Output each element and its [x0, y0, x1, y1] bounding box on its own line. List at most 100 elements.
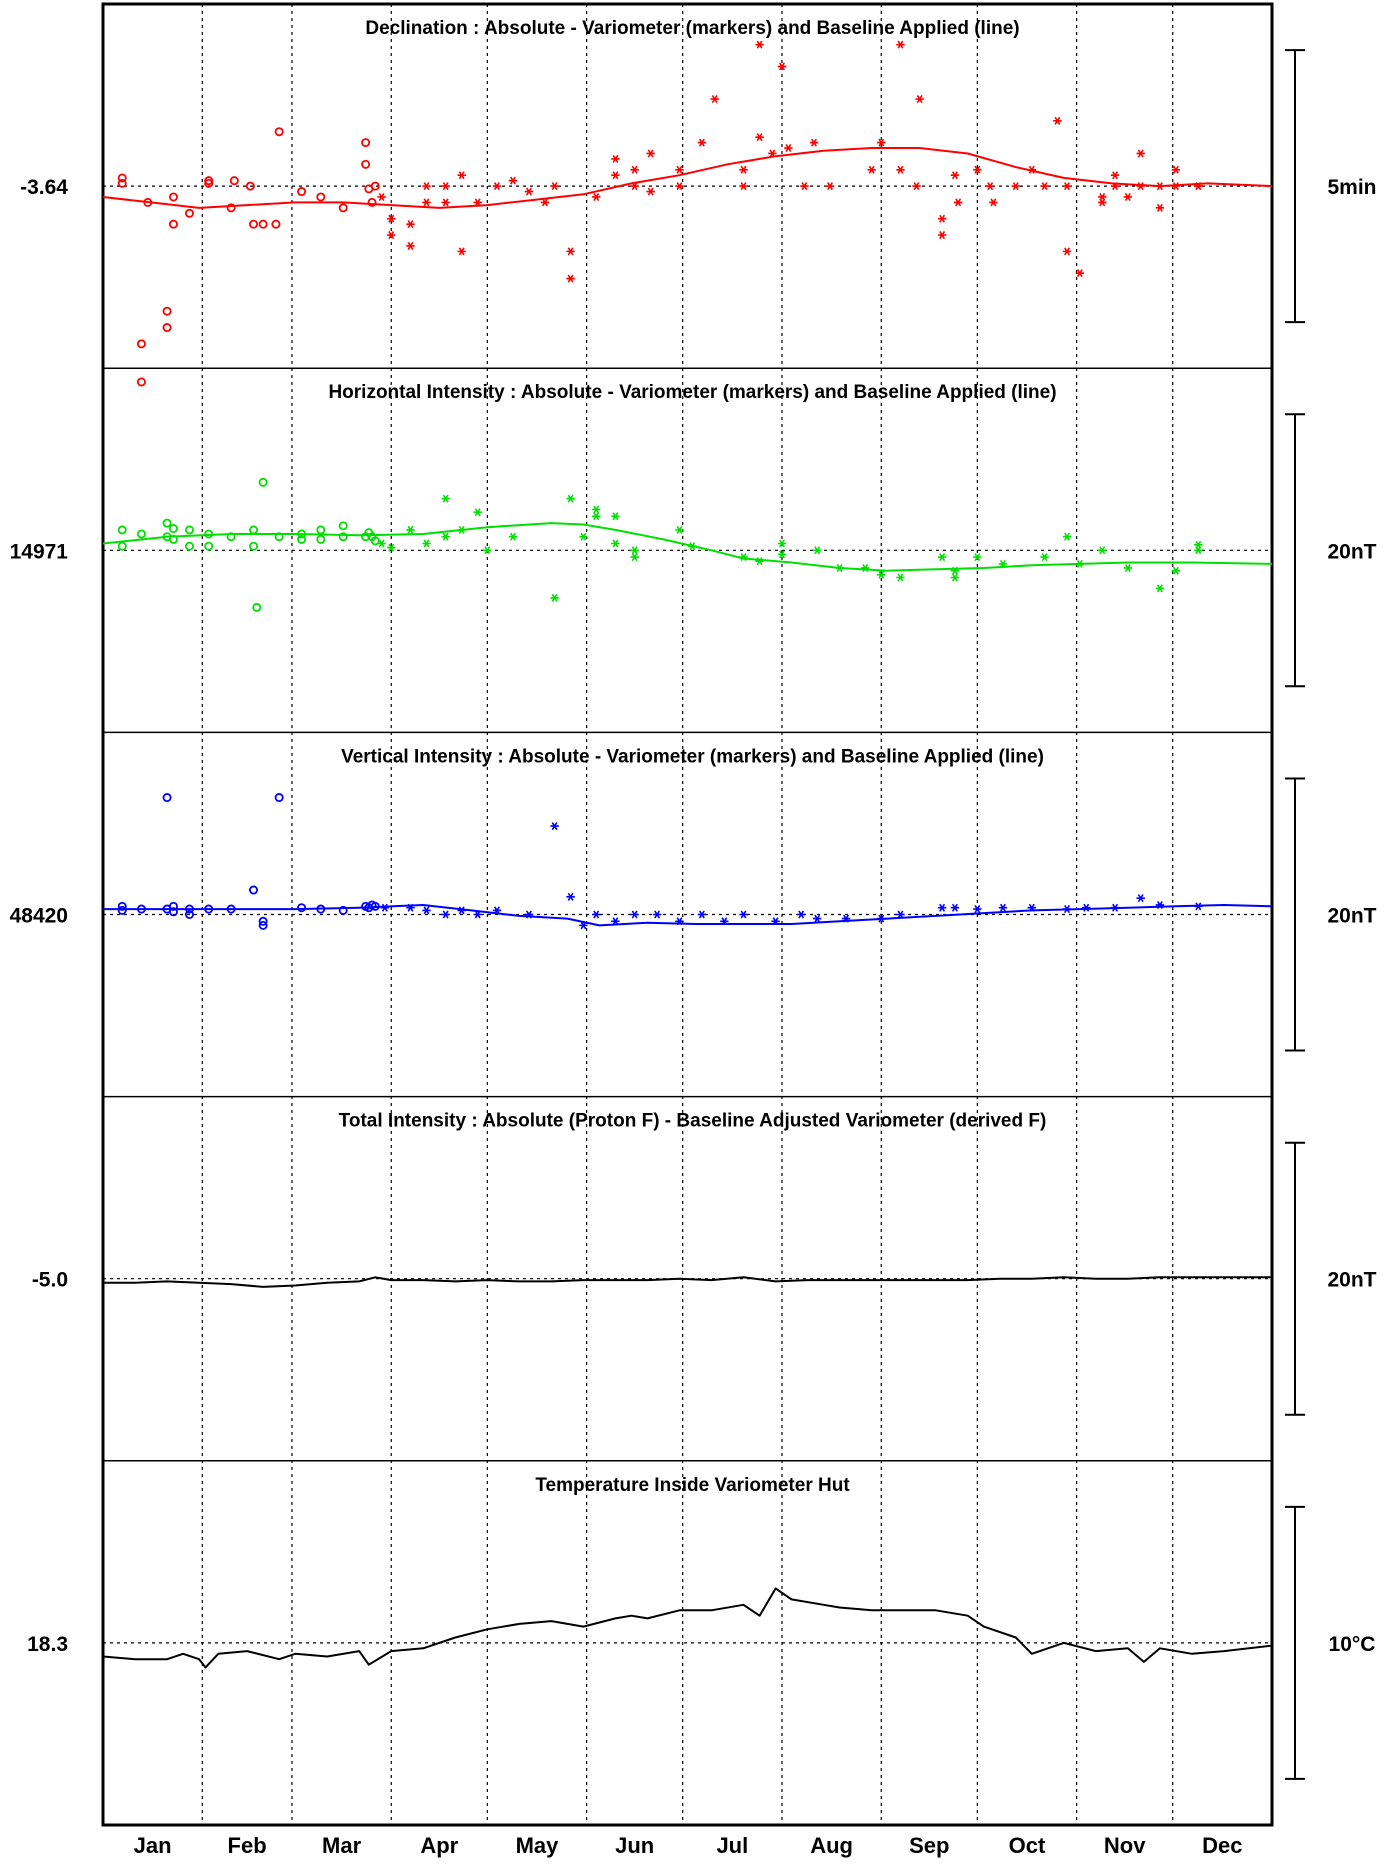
- data-point-star: [441, 494, 450, 503]
- data-point-circle: [367, 197, 377, 207]
- data-point-circle: [274, 532, 284, 542]
- scale-label: 20nT: [1327, 1269, 1376, 1292]
- data-point-circle: [249, 541, 259, 551]
- baseline-label: 48420: [10, 905, 68, 928]
- panel-title: Horizontal Intensity : Absolute - Variom…: [328, 382, 1056, 403]
- data-point-star: [675, 165, 684, 174]
- panel-title: Total Intensity : Absolute (Proton F) - …: [339, 1111, 1047, 1132]
- data-point-star: [755, 557, 764, 566]
- data-point-star: [1194, 182, 1203, 191]
- data-point-circle: [316, 534, 326, 544]
- data-point-star: [867, 165, 876, 174]
- data-point-circle: [249, 525, 259, 535]
- data-point-star: [387, 231, 396, 240]
- data-point-circle: [316, 904, 326, 914]
- data-point-star: [1194, 540, 1203, 549]
- data-point-star: [1040, 553, 1049, 562]
- data-point-circle: [204, 541, 214, 551]
- data-point-star: [1062, 182, 1072, 191]
- data-point-star: [739, 182, 748, 191]
- data-point-circle: [162, 518, 172, 528]
- data-point-star: [1110, 171, 1120, 180]
- data-point-star: [508, 532, 518, 541]
- data-point-star: [422, 198, 431, 207]
- data-point-star: [652, 910, 662, 919]
- data-point-star: [1027, 903, 1036, 912]
- data-point-star: [630, 910, 639, 919]
- data-point-circle: [117, 905, 127, 915]
- data-point-star: [739, 165, 748, 174]
- data-point-star: [675, 182, 684, 191]
- data-point-circle: [338, 521, 348, 531]
- data-point-circle: [297, 534, 307, 544]
- data-point-star: [1155, 584, 1165, 593]
- data-point-star: [630, 553, 639, 562]
- month-tick-label: May: [516, 1833, 560, 1858]
- data-point-circle: [168, 524, 178, 534]
- data-point-star: [457, 525, 466, 534]
- data-point-star: [387, 214, 396, 223]
- data-point-star: [989, 198, 998, 207]
- data-point-star: [755, 133, 764, 142]
- data-point-star: [800, 182, 809, 191]
- data-point-circle: [162, 323, 172, 333]
- data-point-star: [985, 182, 995, 191]
- data-point-star: [630, 546, 639, 555]
- data-point-star: [841, 914, 851, 923]
- data-point-circle: [143, 197, 153, 207]
- data-point-star: [579, 921, 588, 930]
- data-point-star: [1062, 247, 1072, 256]
- data-point-star: [937, 553, 947, 562]
- scale-label: 20nT: [1327, 540, 1376, 563]
- data-point-star: [720, 917, 729, 926]
- data-point-circle: [168, 534, 178, 544]
- data-point-circle: [226, 203, 236, 213]
- series-line: [103, 1276, 1272, 1288]
- data-point-circle: [274, 127, 284, 137]
- data-point-star: [592, 192, 601, 201]
- data-point-star: [896, 40, 905, 49]
- panel-title: Declination : Absolute - Variometer (mar…: [365, 18, 1019, 39]
- series-line: [102, 147, 1273, 209]
- data-point-star: [710, 95, 719, 104]
- data-point-star: [697, 910, 707, 919]
- data-point-star: [1194, 546, 1203, 555]
- data-point-circle: [162, 793, 172, 803]
- data-point-star: [777, 62, 787, 71]
- data-point-circle: [271, 219, 281, 229]
- data-point-star: [422, 539, 431, 548]
- data-point-circle: [297, 529, 307, 539]
- scale-label: 20nT: [1327, 905, 1376, 928]
- month-tick-label: Dec: [1202, 1833, 1242, 1858]
- panel-title: Vertical Intensity : Absolute - Variomet…: [341, 746, 1044, 767]
- panel-title: Temperature Inside Variometer Hut: [535, 1475, 850, 1496]
- data-point-circle: [136, 339, 146, 349]
- data-point-star: [566, 494, 575, 503]
- data-point-circle: [258, 916, 268, 926]
- data-point-star: [915, 95, 924, 104]
- data-point-star: [1098, 546, 1107, 555]
- data-point-star: [973, 905, 982, 914]
- data-point-star: [950, 171, 960, 180]
- data-point-circle: [168, 219, 178, 229]
- data-point-circle: [258, 219, 268, 229]
- data-point-star: [937, 231, 947, 240]
- data-point-star: [877, 914, 886, 923]
- data-point-star: [1123, 192, 1133, 201]
- data-point-star: [937, 903, 947, 912]
- data-point-star: [406, 903, 415, 912]
- data-point-star: [1136, 894, 1145, 903]
- data-point-star: [912, 182, 921, 191]
- data-point-circle: [184, 208, 194, 218]
- data-point-star: [1040, 182, 1049, 191]
- baseline-label: 18.3: [27, 1633, 68, 1656]
- data-point-star: [1027, 165, 1036, 174]
- data-point-star: [441, 910, 450, 919]
- data-point-star: [579, 532, 588, 541]
- data-point-circle: [249, 885, 259, 895]
- data-point-star: [1075, 559, 1085, 568]
- data-point-circle: [117, 901, 127, 911]
- data-point-star: [1194, 902, 1203, 911]
- data-point-circle: [117, 541, 127, 551]
